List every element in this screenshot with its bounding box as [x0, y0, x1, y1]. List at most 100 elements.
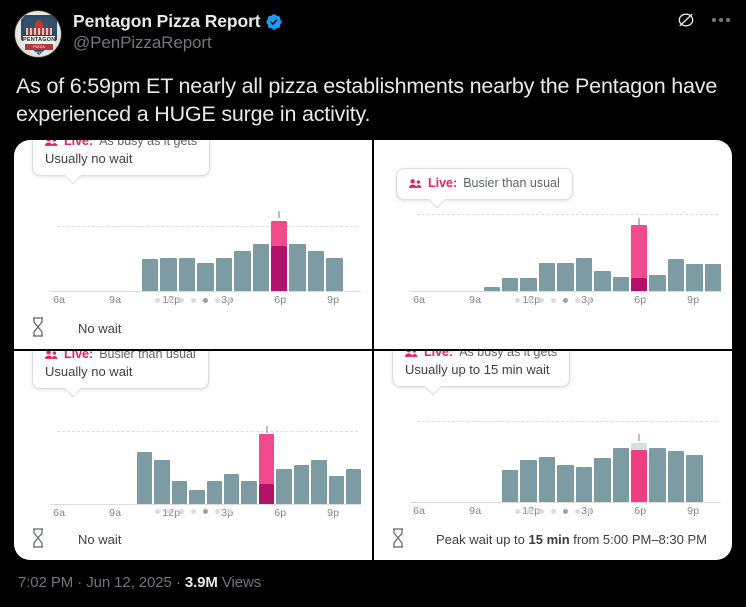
carousel-dots[interactable]	[374, 509, 732, 514]
carousel-dot[interactable]	[538, 509, 544, 514]
x-tick: 9p	[687, 294, 700, 306]
chart-bars	[410, 206, 722, 292]
carousel-dot[interactable]	[178, 509, 184, 514]
bar-slot	[326, 206, 343, 292]
bubble-live-label: Live:	[428, 176, 458, 190]
bar-slot	[686, 417, 703, 503]
carousel-dot[interactable]	[154, 509, 160, 514]
bar-slot-live	[258, 419, 275, 505]
bar-slot	[501, 206, 519, 292]
bar-slot	[345, 419, 362, 505]
bar-slot	[252, 206, 270, 292]
carousel-dot[interactable]	[550, 509, 556, 514]
x-tick: 6p	[634, 294, 647, 306]
carousel-dot[interactable]	[526, 509, 532, 514]
panel-top-left[interactable]: Live: As busy as it gets Usually no wait	[14, 140, 372, 349]
bubble-live-status: As busy as it gets	[99, 140, 198, 148]
x-tick: 6a	[413, 505, 426, 517]
popular-times-bubble: Live: As busy as it gets Usually no wait	[32, 140, 211, 185]
grok-icon[interactable]	[676, 10, 696, 30]
bar-slot	[594, 417, 611, 503]
carousel-dot[interactable]	[214, 298, 220, 303]
bar-slot	[215, 206, 233, 292]
x-tick: 9a	[109, 294, 122, 306]
tweet-date: Jun 12, 2025	[86, 574, 172, 591]
carousel-dot[interactable]	[190, 298, 196, 303]
carousel-dot[interactable]	[586, 509, 592, 514]
x-tick: 9p	[327, 294, 340, 306]
carousel-dot[interactable]	[514, 298, 520, 303]
more-options-icon[interactable]	[710, 14, 732, 26]
bar-slot	[575, 417, 593, 503]
bar-slot-live	[631, 417, 648, 503]
x-tick: 9a	[469, 505, 482, 517]
carousel-dot[interactable]	[214, 509, 220, 514]
carousel-dot[interactable]	[574, 509, 580, 514]
popular-times-bubble: Live: Busier than usual	[396, 168, 573, 209]
panel-bottom-right[interactable]: Live: As busy as it gets Usually up to 1…	[374, 351, 732, 560]
carousel-dot[interactable]	[526, 298, 532, 303]
carousel-dot[interactable]	[514, 509, 520, 514]
x-tick: 6p	[274, 294, 287, 306]
carousel-dot[interactable]	[190, 509, 196, 514]
views-count: 3.9M	[184, 574, 218, 591]
bar-slot	[224, 419, 240, 505]
tweet-text: As of 6:59pm ET nearly all pizza establi…	[16, 74, 718, 126]
footer-separator: ·	[77, 574, 83, 591]
carousel-dot[interactable]	[586, 298, 592, 303]
bar-slot	[557, 417, 574, 503]
bar-slot	[276, 419, 292, 505]
carousel-dot-active[interactable]	[562, 298, 568, 303]
carousel-dot-active[interactable]	[202, 509, 208, 514]
more-dot	[712, 18, 716, 22]
panel-bottom-left[interactable]: Live: Busier than usual Usually no wait	[14, 351, 372, 560]
chart-dashed-guideline	[56, 431, 358, 432]
bar-slot	[667, 206, 685, 292]
bubble-tail	[64, 167, 82, 185]
people-icon	[45, 351, 58, 360]
bar-slot	[141, 206, 159, 292]
carousel-dot-active[interactable]	[562, 509, 568, 514]
x-tick: 6p	[274, 507, 287, 519]
wait-footer: No wait	[14, 317, 372, 339]
bar-slot	[538, 417, 556, 503]
panel-top-right[interactable]: Live: Busier than usual	[374, 140, 732, 349]
carousel-dots[interactable]	[14, 509, 372, 514]
bar-slot	[465, 417, 481, 503]
carousel-dot[interactable]	[226, 298, 232, 303]
bubble-live-status: Busier than usual	[99, 351, 196, 361]
bar-slot	[293, 419, 310, 505]
wait-footer: Peak wait up to 15 min from 5:00 PM–8:30…	[374, 528, 732, 550]
avatar-dome-icon	[35, 20, 43, 30]
carousel-dot[interactable]	[166, 509, 172, 514]
carousel-dot[interactable]	[166, 298, 172, 303]
carousel-dot[interactable]	[550, 298, 556, 303]
carousel-dot[interactable]	[178, 298, 184, 303]
tweet-time: 7:02 PM	[18, 574, 74, 591]
x-tick: 6a	[53, 507, 66, 519]
bar-slot	[520, 417, 537, 503]
popular-times-bubble: Live: As busy as it gets Usually up to 1…	[392, 351, 571, 396]
footer-separator: ·	[175, 574, 181, 591]
carousel-dot[interactable]	[574, 298, 580, 303]
carousel-dots[interactable]	[14, 298, 372, 303]
bar-slot	[189, 419, 205, 505]
display-name[interactable]: Pentagon Pizza Report	[73, 11, 261, 31]
bubble-usually-text: Usually no wait	[45, 364, 133, 379]
carousel-dot[interactable]	[538, 298, 544, 303]
carousel-dot[interactable]	[154, 298, 160, 303]
x-tick: 9p	[327, 507, 340, 519]
chart-axis-line	[409, 502, 722, 503]
tweet-header: PENTAGON PIZZA REPORT Pentagon Pizza Rep…	[0, 0, 746, 58]
carousel-dots[interactable]	[374, 298, 732, 303]
bar-slot	[704, 206, 722, 292]
bubble-live-status: As busy as it gets	[459, 351, 558, 359]
bar-slot	[345, 206, 361, 292]
author-handle[interactable]: @PenPizzaReport	[73, 33, 212, 52]
carousel-dot-active[interactable]	[202, 298, 208, 303]
x-tick: 9p	[687, 505, 700, 517]
bar-slot	[50, 206, 66, 292]
avatar[interactable]: PENTAGON PIZZA REPORT	[14, 10, 62, 58]
carousel-dot[interactable]	[226, 509, 232, 514]
bubble-live-row: Live: As busy as it gets	[405, 351, 557, 359]
